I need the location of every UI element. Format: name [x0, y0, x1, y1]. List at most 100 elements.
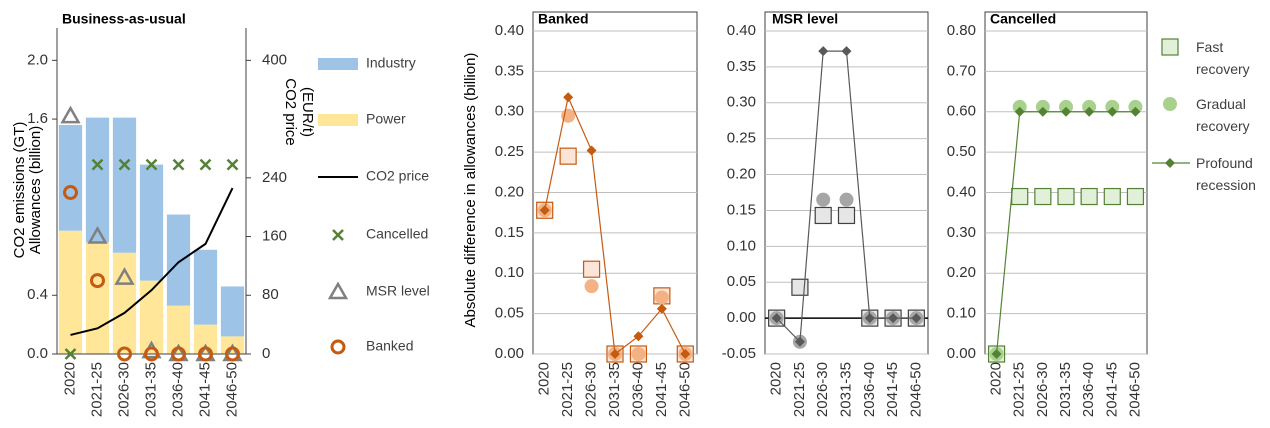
y-tick-label: 0.0	[27, 345, 48, 362]
plot-frame	[532, 11, 698, 355]
x-tick-label: 2026-30	[1034, 362, 1051, 417]
y-tick-label: 0.40	[727, 22, 756, 39]
legend-marker	[1165, 158, 1175, 168]
point	[118, 158, 131, 171]
point	[559, 147, 577, 165]
x-tick-label: 2036-40	[629, 362, 646, 417]
point	[225, 346, 240, 362]
plot-frame	[984, 11, 1148, 355]
x-tick-label: 2041-45	[884, 362, 901, 417]
y-tick-label: 0.00	[947, 345, 976, 362]
x-tick-label: 2031-35	[142, 362, 159, 417]
legend-marker	[332, 229, 344, 241]
point	[582, 260, 601, 278]
point	[1130, 106, 1141, 117]
x-tick-label: 2020	[61, 362, 78, 395]
point	[226, 158, 239, 171]
bar-segment	[166, 214, 191, 306]
y-tick-label: 0.80	[947, 22, 976, 39]
panel-title: Business-as-usual	[62, 11, 186, 27]
y-tick-label: 0.20	[727, 166, 756, 183]
x-tick-label: 2020	[536, 362, 553, 395]
point	[60, 105, 81, 124]
point	[818, 46, 829, 57]
x-tick-label: 2036-40	[861, 362, 878, 417]
bar-segment	[193, 324, 218, 354]
y2-axis-title: (EUR/t)	[299, 87, 316, 137]
legend-label: MSR level	[366, 283, 430, 299]
y-tick-label: 0.25	[727, 130, 756, 147]
y-tick-label: 2.0	[27, 51, 48, 68]
y2-tick-label: 0	[262, 345, 270, 362]
legend-label: Power	[366, 111, 406, 127]
point	[837, 206, 856, 225]
x-tick-label: 2020	[988, 362, 1005, 395]
y-tick-label: 0.20	[495, 183, 524, 200]
point	[1057, 187, 1075, 206]
point	[198, 346, 213, 362]
y-tick-label: 0.60	[947, 103, 976, 120]
point	[144, 346, 159, 362]
point	[563, 92, 574, 103]
point	[771, 313, 782, 324]
bar-segment	[85, 117, 110, 243]
y2-tick-label: 240	[262, 169, 287, 186]
x-tick-label: 2026-30	[814, 362, 831, 417]
y-axis-title: Allowances (billion)	[27, 126, 44, 254]
panel-title: Cancelled	[990, 11, 1056, 27]
legend-marker	[330, 339, 346, 355]
y-tick-label: 0.10	[495, 264, 524, 281]
point	[91, 158, 104, 171]
point	[1103, 187, 1121, 206]
point	[64, 348, 77, 360]
point	[1080, 187, 1098, 206]
point	[864, 313, 875, 324]
panel-title: Banked	[538, 11, 589, 27]
x-tick-label: 2036-40	[169, 362, 186, 417]
legend-label-box: Fast recovery	[1196, 39, 1250, 77]
legend-marker	[1163, 97, 1177, 111]
price-line	[70, 187, 234, 336]
point	[1107, 106, 1118, 117]
y-tick-label: 0.15	[495, 224, 524, 241]
x-tick-label: 2020	[768, 362, 785, 395]
bar-segment	[85, 242, 110, 354]
bar-segment	[220, 286, 245, 337]
point	[633, 331, 644, 342]
y-tick-label: 0.50	[947, 143, 976, 160]
point	[539, 205, 550, 216]
legend-label: CO2 price	[366, 168, 429, 184]
y-tick-label: 0.05	[495, 305, 524, 322]
y-tick-label: 0.00	[727, 309, 756, 326]
x-tick-label: 2031-35	[837, 362, 854, 417]
point	[87, 226, 108, 244]
point	[656, 303, 667, 314]
point	[839, 192, 854, 207]
x-tick-label: 2026-30	[115, 362, 132, 417]
point	[145, 158, 158, 171]
y-axis-title: CO2 emissions (GT)	[11, 122, 28, 259]
y-tick-label: 0.35	[495, 62, 524, 79]
x-tick-label: 2041-45	[196, 362, 213, 417]
bar-segment	[166, 305, 191, 354]
series-line	[544, 95, 686, 356]
point	[814, 206, 832, 225]
point	[1126, 187, 1145, 206]
x-tick-label: 2041-45	[1103, 362, 1120, 417]
legend-label: Fast recovery	[1196, 39, 1250, 77]
point	[610, 349, 620, 359]
x-tick-label: 2046-50	[223, 362, 240, 417]
y2-axis-title: CO2 price	[282, 78, 299, 146]
point	[172, 158, 185, 171]
legend-swatch	[318, 58, 358, 70]
y-tick-label: 0.05	[727, 273, 756, 290]
point	[816, 192, 831, 207]
x-tick-label: 2031-35	[1057, 362, 1074, 417]
y-axis-title: Absolute difference in allowances (billi…	[462, 53, 479, 328]
legend-label-box: Profound recession	[1196, 155, 1256, 193]
legend-label: Industry	[366, 55, 416, 71]
bar-segment	[58, 230, 83, 354]
y-tick-label: 1.6	[27, 110, 48, 127]
y-tick-label: 0.10	[947, 305, 976, 322]
